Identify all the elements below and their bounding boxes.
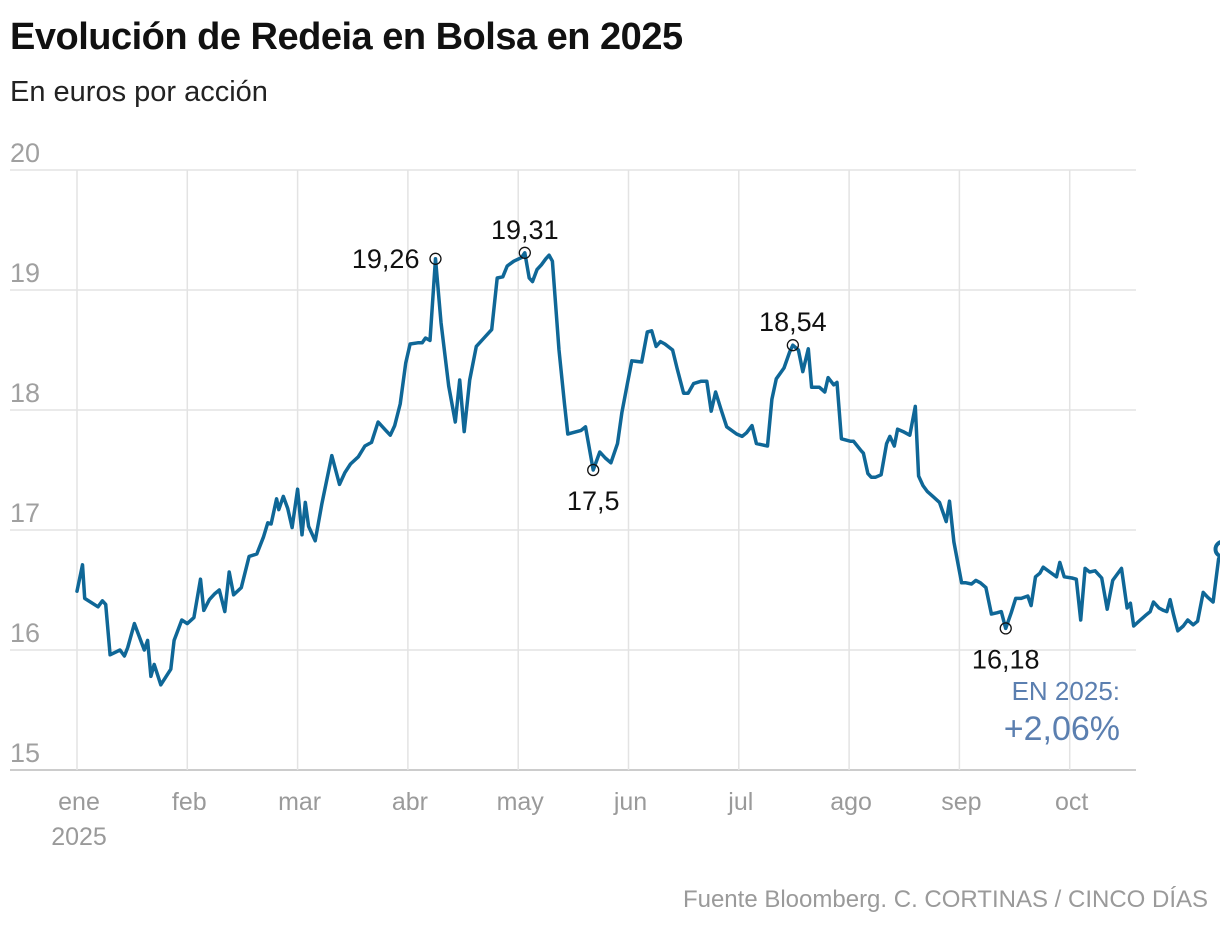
x-tick-label: abr <box>392 788 428 816</box>
y-tick-label: 19 <box>10 258 40 288</box>
line-chart: 20 19 18 17 16 15 ene 2025 feb mar abr may jun jul ag… <box>10 138 1220 851</box>
x-tick-label: may <box>497 788 545 816</box>
last-value-marker <box>1213 540 1220 559</box>
x-tick-label: jun <box>613 788 647 816</box>
x-tick-label: mar <box>278 788 321 816</box>
annotation-marker <box>587 463 600 477</box>
x-tick-year-label: 2025 <box>51 823 107 851</box>
annotation-marker <box>786 339 799 352</box>
series-line-redeia <box>75 251 1220 687</box>
annotation-label: 16,18 <box>972 644 1040 674</box>
x-tick-label: ago <box>830 788 872 816</box>
chart-subtitle: En euros por acción <box>10 76 268 108</box>
y-tick-label: 17 <box>10 498 40 528</box>
annotation-label: 19,31 <box>491 215 559 245</box>
annotation-marker <box>518 246 531 259</box>
x-tick-label: feb <box>172 788 207 816</box>
y-tick-label: 18 <box>10 378 40 408</box>
annotation-label: 18,54 <box>759 307 827 337</box>
annotation-marker <box>429 252 442 265</box>
annotation-marker <box>999 622 1012 635</box>
change-badge-value: +2,06% <box>1004 710 1120 748</box>
x-tick-label: jul <box>727 788 753 816</box>
x-tick-label: sep <box>941 788 981 816</box>
x-tick-label: oct <box>1055 788 1088 816</box>
annotation-label: 17,5 <box>567 486 620 516</box>
x-tick-label: ene <box>58 788 100 816</box>
y-tick-label: 16 <box>10 618 40 648</box>
source-credit: Fuente Bloomberg. C. CORTINAS / CINCO DÍ… <box>682 886 1208 913</box>
chart-title: Evolución de Redeia en Bolsa en 2025 <box>10 16 683 58</box>
change-badge-label: EN 2025: <box>1012 676 1120 706</box>
y-tick-label: 20 <box>10 138 40 168</box>
y-tick-label: 15 <box>10 738 40 768</box>
annotation-label: 19,26 <box>352 244 420 274</box>
